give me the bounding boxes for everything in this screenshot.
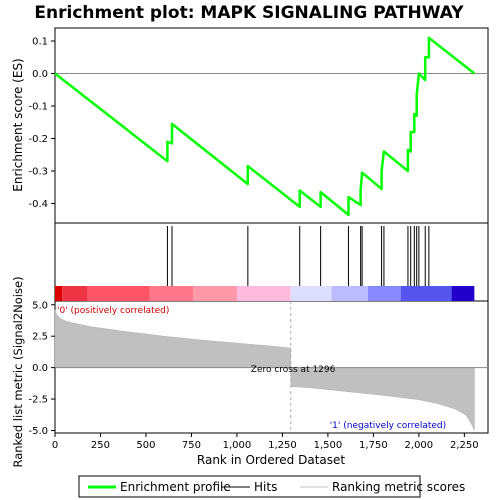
positive-correlation-label: '0' (positively correlated) <box>57 306 169 316</box>
ranking-y-tick-label: -5.0 <box>28 426 48 437</box>
x-tick-label: 1,000 <box>223 440 252 451</box>
x-tick-label: 2,250 <box>450 440 479 451</box>
color-bar-segment <box>55 286 63 301</box>
chart-title: Enrichment plot: MAPK SIGNALING PATHWAY <box>34 3 464 23</box>
x-tick-label: 500 <box>136 440 155 451</box>
enrichment-profile-line <box>54 36 476 217</box>
legend: Enrichment profile Hits Ranking metric sco… <box>88 480 465 494</box>
x-tick-label: 1,500 <box>314 440 343 451</box>
negative-correlation-label: '1' (negatively correlated) <box>330 421 446 431</box>
es-y-tick-label: -0.1 <box>28 102 48 113</box>
color-bar-segment <box>193 286 237 301</box>
rank-color-bar <box>55 286 475 301</box>
legend-label: Enrichment profile <box>120 480 231 494</box>
legend-label: Hits <box>254 480 277 494</box>
x-tick-label: 1,750 <box>359 440 388 451</box>
ranking-metric-area <box>54 309 475 431</box>
color-bar-segment <box>87 286 150 301</box>
x-tick-label: 0 <box>52 440 58 451</box>
x-tick-label: 2,000 <box>405 440 434 451</box>
x-axis-label: Rank in Ordered Dataset <box>197 453 345 467</box>
es-y-tick-label: 0.0 <box>32 69 48 80</box>
es-y-tick-label: -0.2 <box>28 134 48 145</box>
ranking-y-tick-label: 5.0 <box>32 300 48 311</box>
color-bar-segment <box>451 286 475 301</box>
color-bar-segment <box>331 286 368 301</box>
ranking-y-tick-label: -2.5 <box>28 395 48 406</box>
color-bar-segment <box>367 286 401 301</box>
x-tick-label: 1,250 <box>268 440 297 451</box>
es-y-tick-label: -0.3 <box>28 167 48 178</box>
es-panel: 0.1 0.0 -0.1 -0.2 -0.3 -0.4 <box>28 36 488 217</box>
ranking-panel: Zero cross at 1296 '0' (positively correl… <box>28 300 488 451</box>
ranking-y-axis-label: Ranked list metric (Signal2Noise) <box>11 276 25 467</box>
color-bar-segment <box>236 286 291 301</box>
color-bar-segment <box>62 286 88 301</box>
es-y-axis-label: Enrichment score (ES) <box>11 58 25 191</box>
color-bar-segment <box>290 286 332 301</box>
es-y-tick-label: -0.4 <box>28 199 48 210</box>
zero-cross-label: Zero cross at 1296 <box>251 365 336 375</box>
x-tick-label: 750 <box>182 440 201 451</box>
ranking-y-tick-label: 0.0 <box>32 363 48 374</box>
es-y-tick-label: 0.1 <box>32 37 48 48</box>
ranking-y-tick-label: 2.5 <box>32 332 48 343</box>
color-bar-segment <box>400 286 452 301</box>
hits-panel <box>166 226 430 286</box>
es-panel-frame <box>54 27 489 224</box>
color-bar-segment <box>149 286 194 301</box>
legend-label: Ranking metric scores <box>332 480 465 494</box>
x-tick-label: 250 <box>91 440 110 451</box>
